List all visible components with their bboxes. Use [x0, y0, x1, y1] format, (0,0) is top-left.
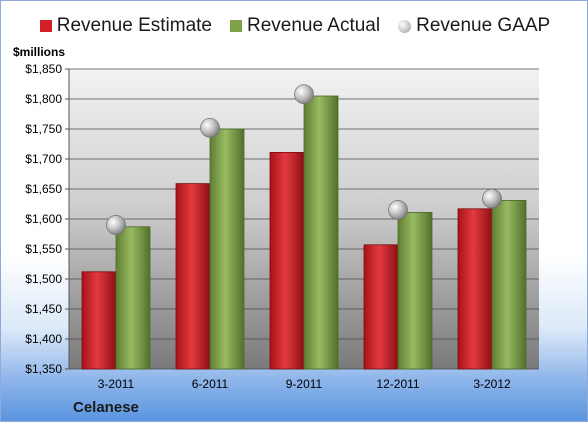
gaap-marker [294, 84, 314, 105]
legend-label-estimate: Revenue Estimate [56, 15, 212, 36]
estimate-bar [363, 244, 399, 370]
estimate-bar [269, 151, 305, 370]
legend-label-gaap: Revenue GAAP [416, 15, 551, 36]
x-axis-ticks: 3-2011 6-2011 9-2011 12-2011 3-2012 [98, 377, 511, 391]
legend-swatch-gaap [398, 19, 412, 33]
estimate-bar [175, 183, 211, 370]
y-axis-unit-label: $millions [13, 45, 66, 59]
legend-swatch-actual [230, 20, 242, 32]
actual-bar [303, 95, 339, 370]
legend-item-actual: Revenue Actual [230, 15, 380, 37]
y-tick-label: $1,850 [25, 62, 62, 76]
legend-item-estimate: Revenue Estimate [39, 15, 212, 37]
estimate-bar [457, 208, 493, 370]
y-tick-label: $1,350 [25, 362, 62, 376]
bars [81, 95, 527, 370]
y-tick-label: $1,550 [25, 242, 62, 256]
actual-bar [397, 211, 433, 370]
actual-bar [491, 199, 527, 370]
actual-bar [115, 226, 151, 370]
legend: Revenue Estimate Revenue Actual Revenue … [1, 15, 587, 37]
y-tick-label: $1,700 [25, 152, 62, 166]
x-tick-label: 3-2012 [473, 377, 511, 391]
x-tick-label: 3-2011 [98, 377, 135, 391]
gaap-marker [200, 117, 220, 138]
legend-item-gaap: Revenue GAAP [398, 15, 550, 37]
legend-swatch-estimate [39, 20, 52, 32]
y-tick-label: $1,400 [25, 332, 62, 346]
estimate-bar [81, 271, 117, 370]
y-tick-label: $1,650 [25, 182, 62, 196]
y-tick-label: $1,450 [25, 302, 62, 316]
y-tick-label: $1,500 [25, 272, 62, 286]
y-tick-label: $1,600 [25, 212, 62, 226]
gaap-marker [388, 200, 408, 220]
gaap-marker [106, 215, 126, 235]
x-tick-label: 9-2011 [286, 377, 323, 391]
gaap-marker [482, 188, 502, 209]
x-tick-label: 12-2011 [376, 377, 419, 391]
actual-bar [209, 128, 245, 370]
legend-label-actual: Revenue Actual [247, 15, 381, 36]
gaap-markers [106, 84, 502, 235]
company-name: Celanese [73, 399, 139, 416]
x-tick-label: 6-2011 [192, 377, 229, 391]
y-axis-ticks: $1,350 $1,400 $1,450 $1,500 $1,550 $1,600 $1,6… [25, 62, 69, 376]
y-tick-label: $1,750 [25, 122, 62, 136]
y-tick-label: $1,800 [25, 92, 62, 106]
